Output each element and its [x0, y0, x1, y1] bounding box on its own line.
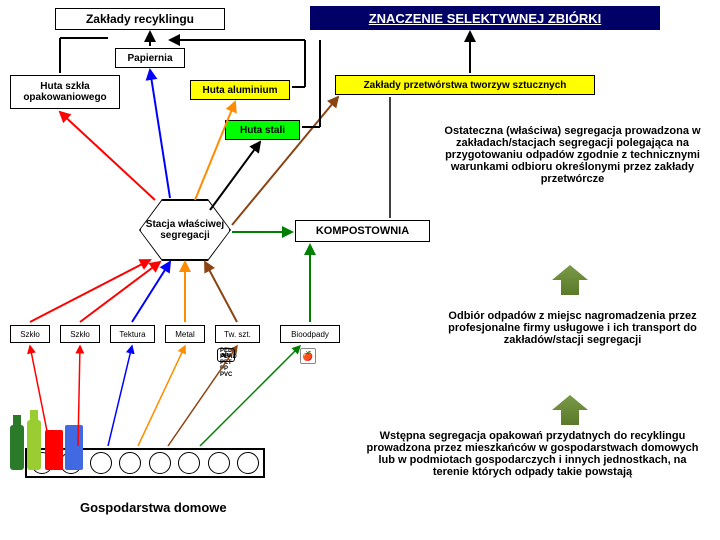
bin-circle — [119, 452, 141, 474]
facility-plastics: Zakłady przetwórstwa tworzyw sztucznych — [335, 75, 595, 95]
main-title: ZNACZENIE SELEKTYWNEJ ZBIÓRKI — [310, 6, 660, 30]
recycling-label: Zakłady recyklingu — [55, 8, 225, 30]
bin-circle — [60, 452, 82, 474]
facility-aluminum: Huta aluminium — [190, 80, 290, 100]
bin-circle — [31, 452, 53, 474]
alu-icon: alu — [217, 348, 235, 362]
bin-glass2: Szkło — [60, 325, 100, 343]
facility-steel: Huta stali — [225, 120, 300, 140]
bin-bio: Bioodpady — [280, 325, 340, 343]
bin-circle — [237, 452, 259, 474]
bin-metal: Metal — [165, 325, 205, 343]
bio-icon: 🍎 — [300, 348, 316, 364]
bin-glass1: Szkło — [10, 325, 50, 343]
facility-paper: Papiernia — [115, 48, 185, 68]
info-3: Wstępna segregacja opakowań przydatnych … — [360, 430, 705, 478]
bin-circle — [90, 452, 112, 474]
process-arrow-2 — [552, 395, 588, 425]
title-text: ZNACZENIE SELEKTYWNEJ ZBIÓRKI — [369, 11, 602, 26]
station-hex: Stacja właściwej segregacji — [140, 200, 230, 260]
info-2: Odbiór odpadów z miejsc nagromadzenia pr… — [445, 310, 700, 346]
process-arrow-1 — [552, 265, 588, 295]
bin-circle — [149, 452, 171, 474]
bin-row — [25, 448, 265, 478]
info-1: Ostateczna (właściwa) segregacja prowadz… — [440, 125, 705, 185]
recycling-text: Zakłady recyklingu — [86, 12, 194, 26]
bin-card: Tektura — [110, 325, 155, 343]
bin-circle — [208, 452, 230, 474]
footer-label: Gospodarstwa domowe — [80, 500, 227, 515]
bin-circle — [178, 452, 200, 474]
facility-compost: KOMPOSTOWNIA — [295, 220, 430, 242]
facility-glass: Huta szkła opakowaniowego — [10, 75, 120, 109]
bin-plastic: Tw. szt. — [215, 325, 260, 343]
